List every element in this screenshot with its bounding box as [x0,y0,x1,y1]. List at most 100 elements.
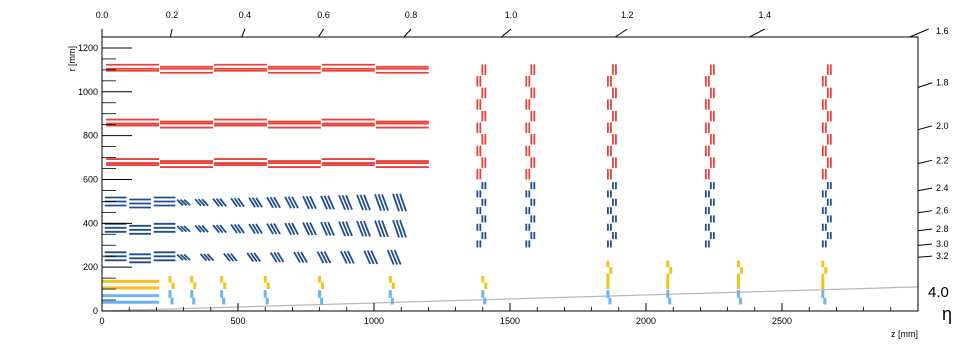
x-tick-label-2500: 2500 [772,316,792,326]
barrel-strip-inner-tilted-module [374,220,382,238]
barrel-strip-inner-tilted-module [273,223,281,235]
eta-right-label-3.0: 3.0 [936,239,949,249]
barrel-strip-inner-tilted-module [183,253,191,261]
eta-top-label-1.0: 1.0 [505,10,518,20]
barrel-strip-inner-tilted-module [381,193,389,211]
barrel-strip-inner-tilted-module [390,249,398,265]
barrel-strip-inner-tilted-module [302,222,310,236]
barrel-strip-inner-tilted-module [199,253,208,262]
eta-right-label-2.8: 2.8 [936,224,949,234]
eta-top-label-0.2: 0.2 [166,10,179,20]
barrel-strip-inner-tilted-module [284,222,292,235]
x-tick-label-1500: 1500 [500,316,520,326]
barrel-strip-inner-tilted-module [255,223,263,235]
barrel-strip-inner-tilted-module [366,250,375,265]
y-tick-label-400: 400 [83,218,98,228]
x-tick-label-0: 0 [99,316,104,326]
barrel-strip-inner-tilted-module [287,196,296,209]
barrel-strip-inner-tilted-module [370,250,379,265]
barrel-strip-inner-tilted-module [356,220,364,237]
barrel-strip-inner-tilted-module [226,252,235,262]
barrel-strip-inner-tilted-module [248,197,256,208]
barrel-strip-inner-tilted-module [179,253,188,261]
barrel-strip-inner-tilted-module [291,222,299,235]
barrel-strip-inner-tilted-module [291,196,299,209]
barrel-strip-inner-tilted-module [255,197,263,208]
barrel-strip-inner-tilted-module [273,252,281,263]
barrel-strip-inner-tilted-module [251,197,260,208]
barrel-strip-inner-tilted-module [266,223,274,235]
barrel-strip-inner-tilted-module [223,252,231,262]
barrel-strip-inner-tilted-module [206,253,215,262]
barrel-strip-inner-tilted-module [201,224,209,233]
barrel-strip-inner-tilted-module [302,195,310,210]
barrel-strip-inner-tilted-module [377,220,386,238]
eta-tick-2.0 [917,125,933,131]
barrel-strip-inner-tilted-module [212,198,220,207]
barrel-strip-inner-tilted-module [215,198,224,207]
y-tick-label-1000: 1000 [78,87,98,97]
barrel-strip-inner-tilted-module [309,222,317,236]
barrel-strip-inner-tilted-module [219,198,227,207]
barrel-strip-inner-tilted-module [183,199,191,206]
barrel-strip-inner-tilted-module [300,251,308,263]
barrel-strip-inner-tilted-module [201,198,209,207]
barrel-strip-inner-tilted-module [392,219,400,238]
eta-tick-1.0 [501,28,512,38]
barrel-strip-inner-tilted-module [230,252,238,262]
eta-right-label-2.2: 2.2 [936,155,949,165]
eta-top-label-0.0: 0.0 [96,10,109,20]
barrel-strip-inner-tilted-module [395,219,404,238]
barrel-strip-inner-tilted-module [246,252,255,263]
eta-tick-0.4 [241,28,246,38]
eta-right-label-2.0: 2.0 [936,121,949,131]
barrel-strip-inner-tilted-module [179,199,188,206]
barrel-strip-inner-tilted-module [215,224,224,234]
barrel-strip-inner-tilted-module [266,196,274,209]
barrel-strip-inner-tilted-module [237,197,245,208]
barrel-strip-inner-tilted-module [338,194,346,211]
barrel-strip-inner-tilted-module [323,251,332,264]
detector-modules [102,63,832,305]
barrel-strip-inner-tilted-module [219,224,227,234]
x-tick-label-1000: 1000 [364,316,384,326]
barrel-strip-inner-tilted-module [377,193,386,211]
barrel-strip-inner-tilted-module [340,250,348,264]
barrel-strip-inner-tilted-module [253,252,262,263]
barrel-strip-inner-tilted-module [356,194,364,211]
barrel-strip-inner-tilted-module [327,221,335,236]
x-tick-label-2000: 2000 [636,316,656,326]
barrel-strip-inner-tilted-module [374,193,382,211]
barrel-strip-inner-tilted-module [393,249,402,265]
barrel-strip-inner-tilted-module [309,195,317,210]
eta-tick-0.8 [403,28,412,38]
barrel-strip-inner-tilted-module [399,193,407,212]
eta-tick-1.8 [917,82,933,88]
barrel-strip-inner-tilted-module [179,225,188,233]
barrel-strip-inner-tilted-module [341,221,350,237]
eta-top-label-1.4: 1.4 [758,10,771,20]
eta-tick-1.2 [614,28,628,38]
eta-tick-0.2 [169,28,173,38]
barrel-strip-inner-tilted-module [347,250,355,264]
barrel-strip-inner-tilted-module [233,224,242,234]
eta-tick-2.2 [917,159,933,164]
barrel-strip-inner-tilted-module [363,250,372,265]
barrel-strip-inner-tilted-module [203,253,211,262]
barrel-strip-inner-tilted-module [273,196,281,209]
x-tick-label-500: 500 [230,316,245,326]
eta-top-label-0.6: 0.6 [317,10,330,20]
eta-right-label-2.6: 2.6 [936,206,949,216]
barrel-strip-inner-tilted-module [305,222,314,236]
barrel-strip-inner-tilted-module [359,194,368,211]
barrel-strip-inner-tilted-module [287,222,296,235]
eta-right-label-1.8: 1.8 [936,78,949,88]
eta-tick-1.6 [909,28,929,38]
plot-frame [101,36,919,312]
barrel-strip-inner-tilted-module [327,195,335,210]
eta-tick-2.4 [917,187,933,192]
barrel-strip-inner-tilted-module [176,225,184,233]
barrel-strip-inner-tilted-module [320,195,328,210]
